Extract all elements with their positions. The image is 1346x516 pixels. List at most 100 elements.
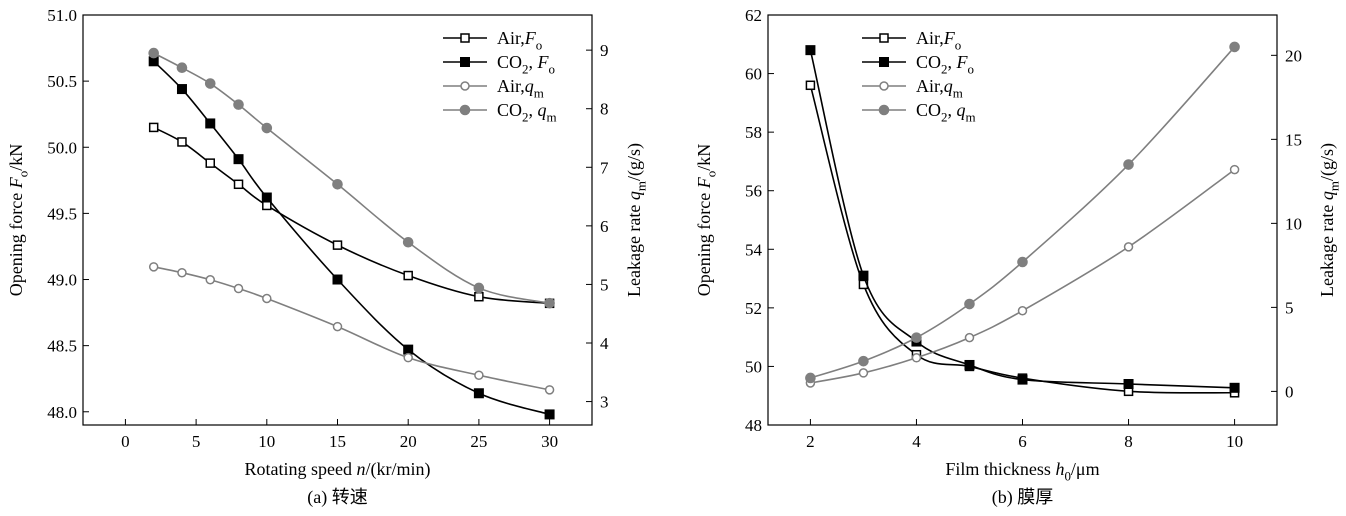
x-tick-label: 2 bbox=[806, 432, 815, 451]
data-point bbox=[964, 332, 975, 343]
data-point bbox=[1123, 159, 1134, 170]
chart-a-rotating-speed: 0 5 10 15 20 25 30 48.0 48.5 49.0 49.5 50.0 50.5 51.0… bbox=[6, 6, 648, 508]
data-point bbox=[148, 262, 159, 272]
y-left-tick-label: 50 bbox=[745, 357, 762, 376]
data-point bbox=[1017, 305, 1028, 316]
legend-marker bbox=[459, 104, 471, 116]
legend-marker bbox=[879, 33, 889, 43]
x-axis-label: Film thickness h0/μm bbox=[945, 459, 1099, 483]
y-left-tick-label: 50.5 bbox=[47, 72, 77, 91]
y-left-tick-label: 60 bbox=[745, 65, 762, 84]
data-point bbox=[474, 370, 484, 380]
data-point bbox=[233, 283, 244, 294]
legend-label: CO2, Fo bbox=[916, 52, 974, 76]
legend-marker bbox=[878, 104, 890, 116]
data-point bbox=[858, 355, 869, 367]
chart-b-film-thickness: 2 4 6 8 10 48 50 52 54 56 58 60 62 0 5 10 15 20 Film thick… bbox=[694, 6, 1341, 508]
y-left-tick-label: 52 bbox=[745, 299, 762, 318]
chart-caption: (b) 膜厚 bbox=[992, 487, 1054, 508]
data-point bbox=[474, 291, 484, 302]
chart-caption: (a) 转速 bbox=[307, 487, 367, 508]
y-left-tick-label: 49.0 bbox=[47, 271, 77, 290]
data-point bbox=[1229, 382, 1240, 393]
data-point bbox=[911, 353, 922, 363]
data-point bbox=[911, 332, 922, 343]
data-point bbox=[262, 293, 272, 304]
y-left-tick-label: 62 bbox=[745, 6, 762, 25]
data-point bbox=[858, 270, 869, 281]
data-point bbox=[261, 122, 273, 134]
data-point bbox=[544, 385, 555, 395]
legend-marker bbox=[460, 81, 470, 91]
data-point bbox=[1123, 242, 1134, 252]
x-tick-label: 20 bbox=[400, 432, 417, 451]
legend-label: Air,qm bbox=[916, 76, 963, 100]
data-point bbox=[805, 80, 816, 91]
data-point bbox=[403, 270, 413, 281]
y-left-tick-label: 48.5 bbox=[47, 337, 77, 356]
y-right-tick-label: 4 bbox=[600, 334, 609, 353]
data-point bbox=[1229, 164, 1240, 175]
data-point bbox=[205, 118, 216, 129]
x-tick-label: 10 bbox=[1226, 432, 1243, 451]
data-point bbox=[964, 298, 975, 310]
legend-label: Air,Fo bbox=[497, 28, 542, 52]
data-point bbox=[332, 321, 343, 332]
x-tick-label: 30 bbox=[541, 432, 558, 451]
data-point bbox=[473, 282, 485, 294]
series-line-0 bbox=[809, 85, 1235, 394]
y-left-tick-label: 48 bbox=[745, 416, 762, 435]
data-point bbox=[544, 409, 555, 420]
x-tick-label: 5 bbox=[192, 432, 201, 451]
series-line-3 bbox=[153, 52, 550, 304]
series-line-2 bbox=[153, 266, 550, 391]
x-tick-label: 15 bbox=[329, 432, 346, 451]
series-line-1 bbox=[153, 60, 550, 416]
y-right-tick-label: 15 bbox=[1285, 130, 1302, 149]
data-point bbox=[805, 45, 816, 56]
x-tick-label: 10 bbox=[258, 432, 275, 451]
data-point bbox=[544, 297, 555, 309]
data-point bbox=[262, 200, 272, 211]
legend-label: Air,Fo bbox=[916, 28, 961, 52]
data-point bbox=[176, 84, 187, 95]
data-point bbox=[332, 240, 343, 250]
series-line-1 bbox=[809, 49, 1235, 389]
data-point bbox=[205, 274, 215, 285]
y-right-tick-label: 20 bbox=[1285, 46, 1302, 65]
data-point bbox=[1017, 374, 1028, 385]
y-left-axis-label: Opening force Fo/kN bbox=[6, 144, 30, 296]
series-line-2 bbox=[810, 168, 1236, 384]
y-left-tick-label: 49.5 bbox=[47, 204, 77, 223]
y-right-tick-label: 9 bbox=[600, 41, 609, 60]
series-line-3 bbox=[810, 46, 1236, 379]
legend-label: CO2, qm bbox=[916, 100, 976, 124]
x-tick-label: 8 bbox=[1124, 432, 1133, 451]
x-tick-label: 4 bbox=[912, 432, 921, 451]
data-point bbox=[233, 154, 244, 165]
x-tick-label: 0 bbox=[121, 432, 130, 451]
y-left-tick-label: 51.0 bbox=[47, 6, 77, 25]
data-point bbox=[148, 47, 159, 59]
y-left-axis-label: Opening force Fo/kN bbox=[694, 144, 718, 296]
y-right-axis-label: Leakage rate qm/(g/s) bbox=[1317, 143, 1341, 297]
data-point bbox=[205, 158, 215, 168]
data-point bbox=[148, 122, 159, 133]
legend-marker bbox=[879, 57, 889, 67]
y-right-tick-label: 7 bbox=[600, 158, 609, 177]
data-point bbox=[1017, 256, 1028, 268]
data-point bbox=[964, 359, 975, 370]
x-tick-label: 6 bbox=[1018, 432, 1027, 451]
y-right-tick-label: 5 bbox=[600, 275, 609, 294]
y-right-tick-label: 8 bbox=[600, 100, 609, 119]
data-point bbox=[176, 62, 188, 74]
y-right-tick-label: 0 bbox=[1285, 382, 1294, 401]
y-right-tick-label: 5 bbox=[1285, 298, 1294, 317]
data-point bbox=[177, 267, 187, 278]
y-right-axis-label: Leakage rate qm/(g/s) bbox=[624, 143, 648, 297]
y-left-tick-label: 48.0 bbox=[47, 403, 77, 422]
data-point bbox=[858, 368, 869, 378]
data-point bbox=[403, 344, 414, 355]
y-left-tick-label: 58 bbox=[745, 123, 762, 142]
